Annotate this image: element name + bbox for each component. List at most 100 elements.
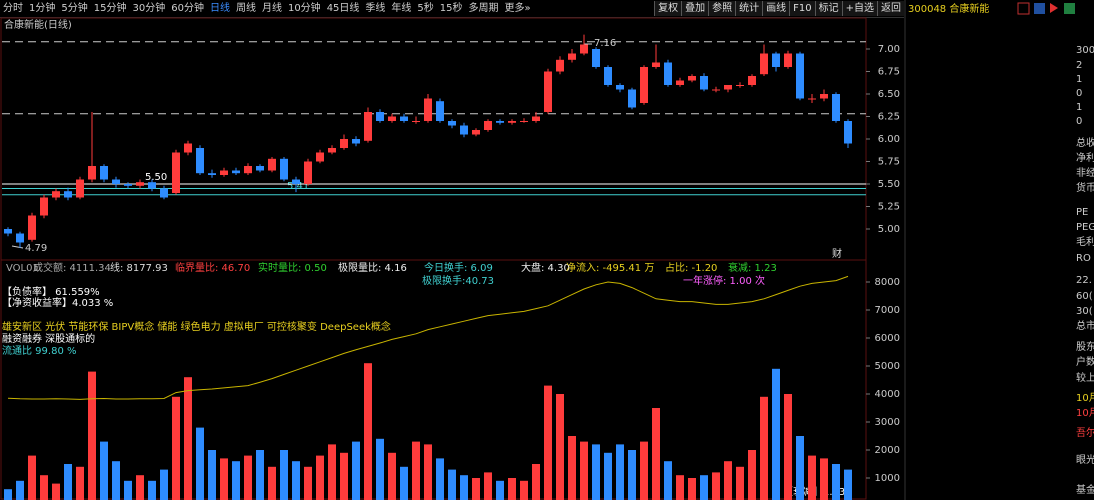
icon[interactable] [1064,3,1075,14]
candle-body [124,184,132,186]
period-button[interactable]: 季线 [365,3,386,14]
period-button[interactable]: 45日线 [326,3,360,14]
indicator-label: 线: 8177.93 [110,261,168,274]
volume-bar [676,475,684,500]
candle-body [352,139,360,144]
volume-bar [616,444,624,500]
period-button[interactable]: 日线 [209,3,230,14]
period-button[interactable]: 1分钟 [29,3,56,14]
volume-bar [352,441,360,500]
volume-bar [340,452,348,500]
volume-bar [688,478,696,500]
indicator-label: 占比: -1.20 [665,261,717,274]
tool-button[interactable]: 叠加 [681,1,709,16]
candle-body [424,98,432,121]
candle-body [220,170,228,175]
volume-bar [64,464,72,500]
period-button[interactable]: 5秒 [417,3,434,14]
volume-bar [136,475,144,500]
candle-body [400,116,408,121]
volume-bar [316,455,324,500]
candle-body [448,121,456,126]
volume-bar [640,441,648,500]
info-label: 【负债率】 61.559% [2,285,100,298]
candle-body [724,85,732,90]
y-tick-label: 5.00 [878,224,900,235]
period-button[interactable]: 分时 [3,3,23,14]
sidebar-label: 非经 [1076,166,1094,179]
candle-body [40,197,48,216]
tool-button[interactable]: 复权 [654,1,682,16]
period-button[interactable]: 5分钟 [61,3,88,14]
candle-body [52,191,60,198]
volume-bar [628,450,636,500]
tool-button[interactable]: 画线 [762,1,790,16]
icon[interactable] [1050,3,1058,13]
candle-body [820,94,828,99]
candle-body [796,53,804,99]
period-button[interactable]: 15分钟 [93,3,127,14]
candle-body [316,152,324,162]
volume-bar [304,466,312,500]
tool-button[interactable]: +自选 [841,1,877,16]
candle-body [580,44,588,54]
sidebar-label: 眼光 [1076,453,1094,466]
sidebar-label: 毛利 [1076,236,1094,248]
y-tick-label: 7000 [875,305,900,316]
period-button[interactable]: 更多» [504,3,531,14]
candle-body [364,112,372,141]
tool-button[interactable]: 返回 [877,1,904,16]
sidebar-label: 较上 [1076,371,1094,384]
candle-body [640,67,648,103]
candle-body [376,112,384,121]
sidebar-label: 22. [1076,275,1092,286]
candle-body [808,98,816,100]
period-button[interactable]: 10分钟 [287,3,321,14]
candle-body [628,89,636,108]
volume-bar [160,469,168,500]
candle-body [148,182,156,189]
y-tick-label: 6.25 [878,112,900,123]
volume-bar [148,480,156,500]
volume-bar [700,475,708,500]
volume-bar [472,478,480,500]
candle-body [412,121,420,122]
volume-bar [580,441,588,500]
period-button[interactable]: 月线 [261,3,282,14]
sidebar-label: 0 [1076,116,1082,127]
volume-bar [112,461,120,500]
candle-body [772,53,780,67]
volume-bar [28,455,36,500]
price-annotation: 4.79 [25,243,47,254]
y-tick-label: 5.25 [878,202,900,213]
period-button[interactable]: 年线 [391,3,412,14]
candle-body [244,166,252,174]
tool-button[interactable]: F10 [789,1,815,16]
volume-bar [460,475,468,500]
sidebar-label: 总收 [1076,136,1094,149]
icon[interactable] [1017,2,1030,15]
period-button[interactable]: 多周期 [468,3,499,14]
y-tick-label: 8000 [875,277,900,288]
tool-button[interactable]: 标记 [814,1,842,16]
candle-body [112,179,120,184]
candle-body [532,116,540,121]
period-button[interactable]: 15秒 [439,3,463,14]
y-tick-label: 6.50 [878,89,900,100]
price-annotation: 财 [832,247,842,260]
period-button[interactable]: 60分钟 [171,3,204,14]
period-button[interactable]: 周线 [235,3,256,14]
tool-button[interactable]: 参照 [708,1,736,16]
toolbar: 分时 1分钟 5分钟 15分钟 30分钟 60分钟 日线 周线 月线 10分钟 45日线 季线 年线 5秒… [0,0,904,18]
candle-body [88,166,96,180]
icon[interactable] [1034,3,1045,14]
volume-bar [172,396,180,500]
period-button[interactable]: 30分钟 [132,3,166,14]
candle-body [616,85,624,90]
candle-body [292,179,300,184]
volume-bar [712,472,720,500]
volume-bar [832,464,840,500]
y-tick-label: 2000 [875,445,900,456]
volume-bar [412,441,420,500]
tool-button[interactable]: 统计 [735,1,763,16]
